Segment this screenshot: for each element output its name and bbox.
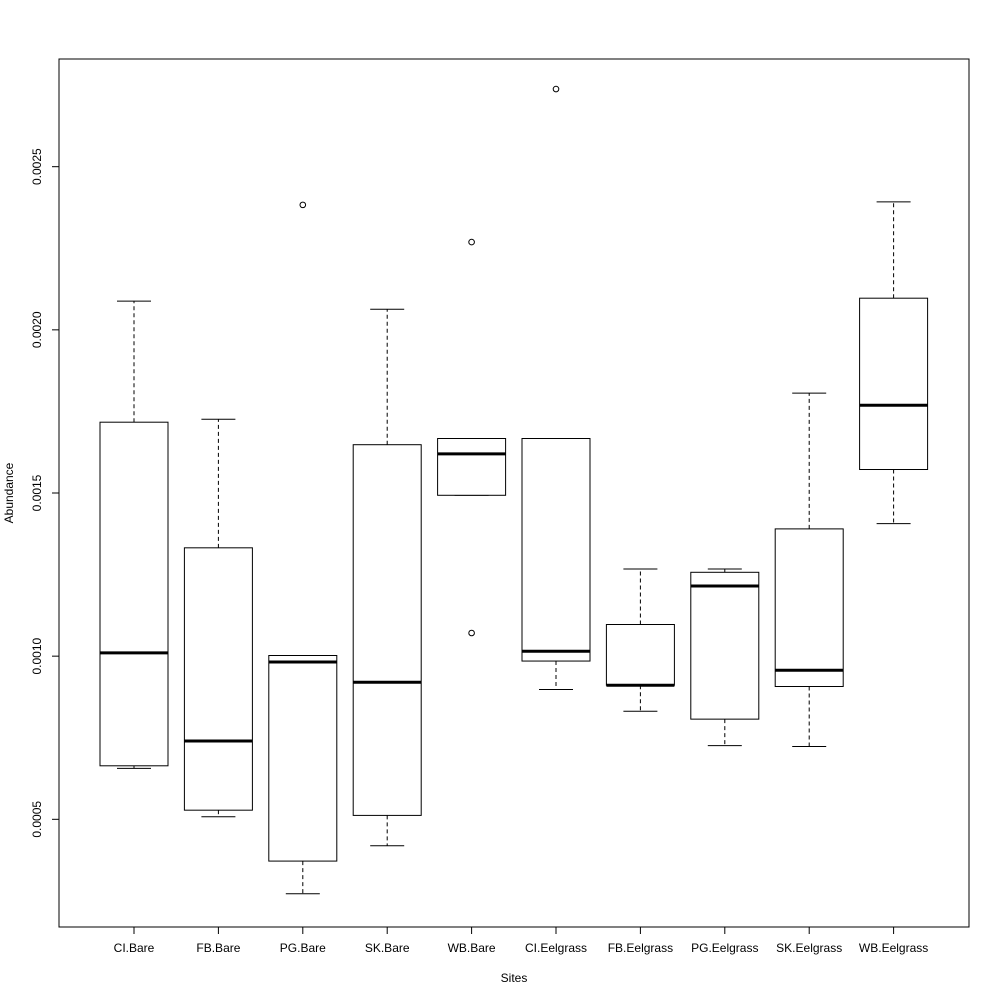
- box-iqr: [859, 297, 929, 471]
- box-CI.Eelgrass: [521, 85, 591, 690]
- box-iqr: [690, 571, 760, 720]
- x-tick-label: CI.Eelgrass: [525, 941, 587, 955]
- y-axis-label: Abundance: [2, 462, 16, 523]
- x-tick-label: SK.Eelgrass: [776, 941, 842, 955]
- box-SK.Eelgrass: [774, 392, 844, 748]
- box-FB.Bare: [183, 418, 253, 818]
- box-CI.Bare: [99, 300, 169, 769]
- box-SK.Bare: [352, 308, 422, 847]
- outlier-point: [299, 201, 307, 209]
- y-tick-label: 0.0010: [30, 637, 44, 674]
- outlier-point: [468, 238, 475, 246]
- y-axis: 0.0005 0.0010 0.0015 0.0020 0.0025: [30, 148, 59, 838]
- box-iqr: [774, 528, 844, 688]
- x-axis: CI.Bare FB.Bare PG.Bare SK.Bare WB.Bare CI.Ee…: [114, 927, 928, 955]
- box-iqr: [268, 655, 338, 862]
- box-iqr: [605, 624, 675, 686]
- y-tick-label: 0.0020: [30, 311, 44, 348]
- box-iqr: [521, 438, 591, 662]
- box-FB.Eelgrass: [605, 568, 675, 712]
- y-tick-label: 0.0025: [30, 148, 44, 185]
- box-PG.Eelgrass: [690, 568, 760, 747]
- x-tick-label: FB.Bare: [196, 941, 240, 955]
- box-WB.Bare: [437, 238, 507, 637]
- x-tick-label: SK.Bare: [365, 941, 410, 955]
- outlier-point: [552, 85, 560, 93]
- y-tick-label: 0.0005: [30, 801, 44, 838]
- box-iqr: [437, 438, 507, 496]
- box-WB.Eelgrass: [859, 201, 929, 525]
- outlier-point: [468, 629, 475, 637]
- x-tick-label: WB.Eelgrass: [859, 941, 928, 955]
- box-iqr: [183, 547, 253, 811]
- x-tick-label: CI.Bare: [114, 941, 155, 955]
- box-iqr: [99, 421, 169, 767]
- box-PG.Bare: [268, 201, 338, 895]
- x-tick-label: PG.Eelgrass: [691, 941, 758, 955]
- box-group: [99, 85, 929, 895]
- box-iqr: [352, 444, 422, 816]
- x-tick-label: PG.Bare: [280, 941, 326, 955]
- x-tick-label: WB.Bare: [448, 941, 496, 955]
- y-tick-label: 0.0015: [30, 474, 44, 511]
- x-tick-label: FB.Eelgrass: [608, 941, 673, 955]
- x-axis-label: Sites: [501, 971, 528, 985]
